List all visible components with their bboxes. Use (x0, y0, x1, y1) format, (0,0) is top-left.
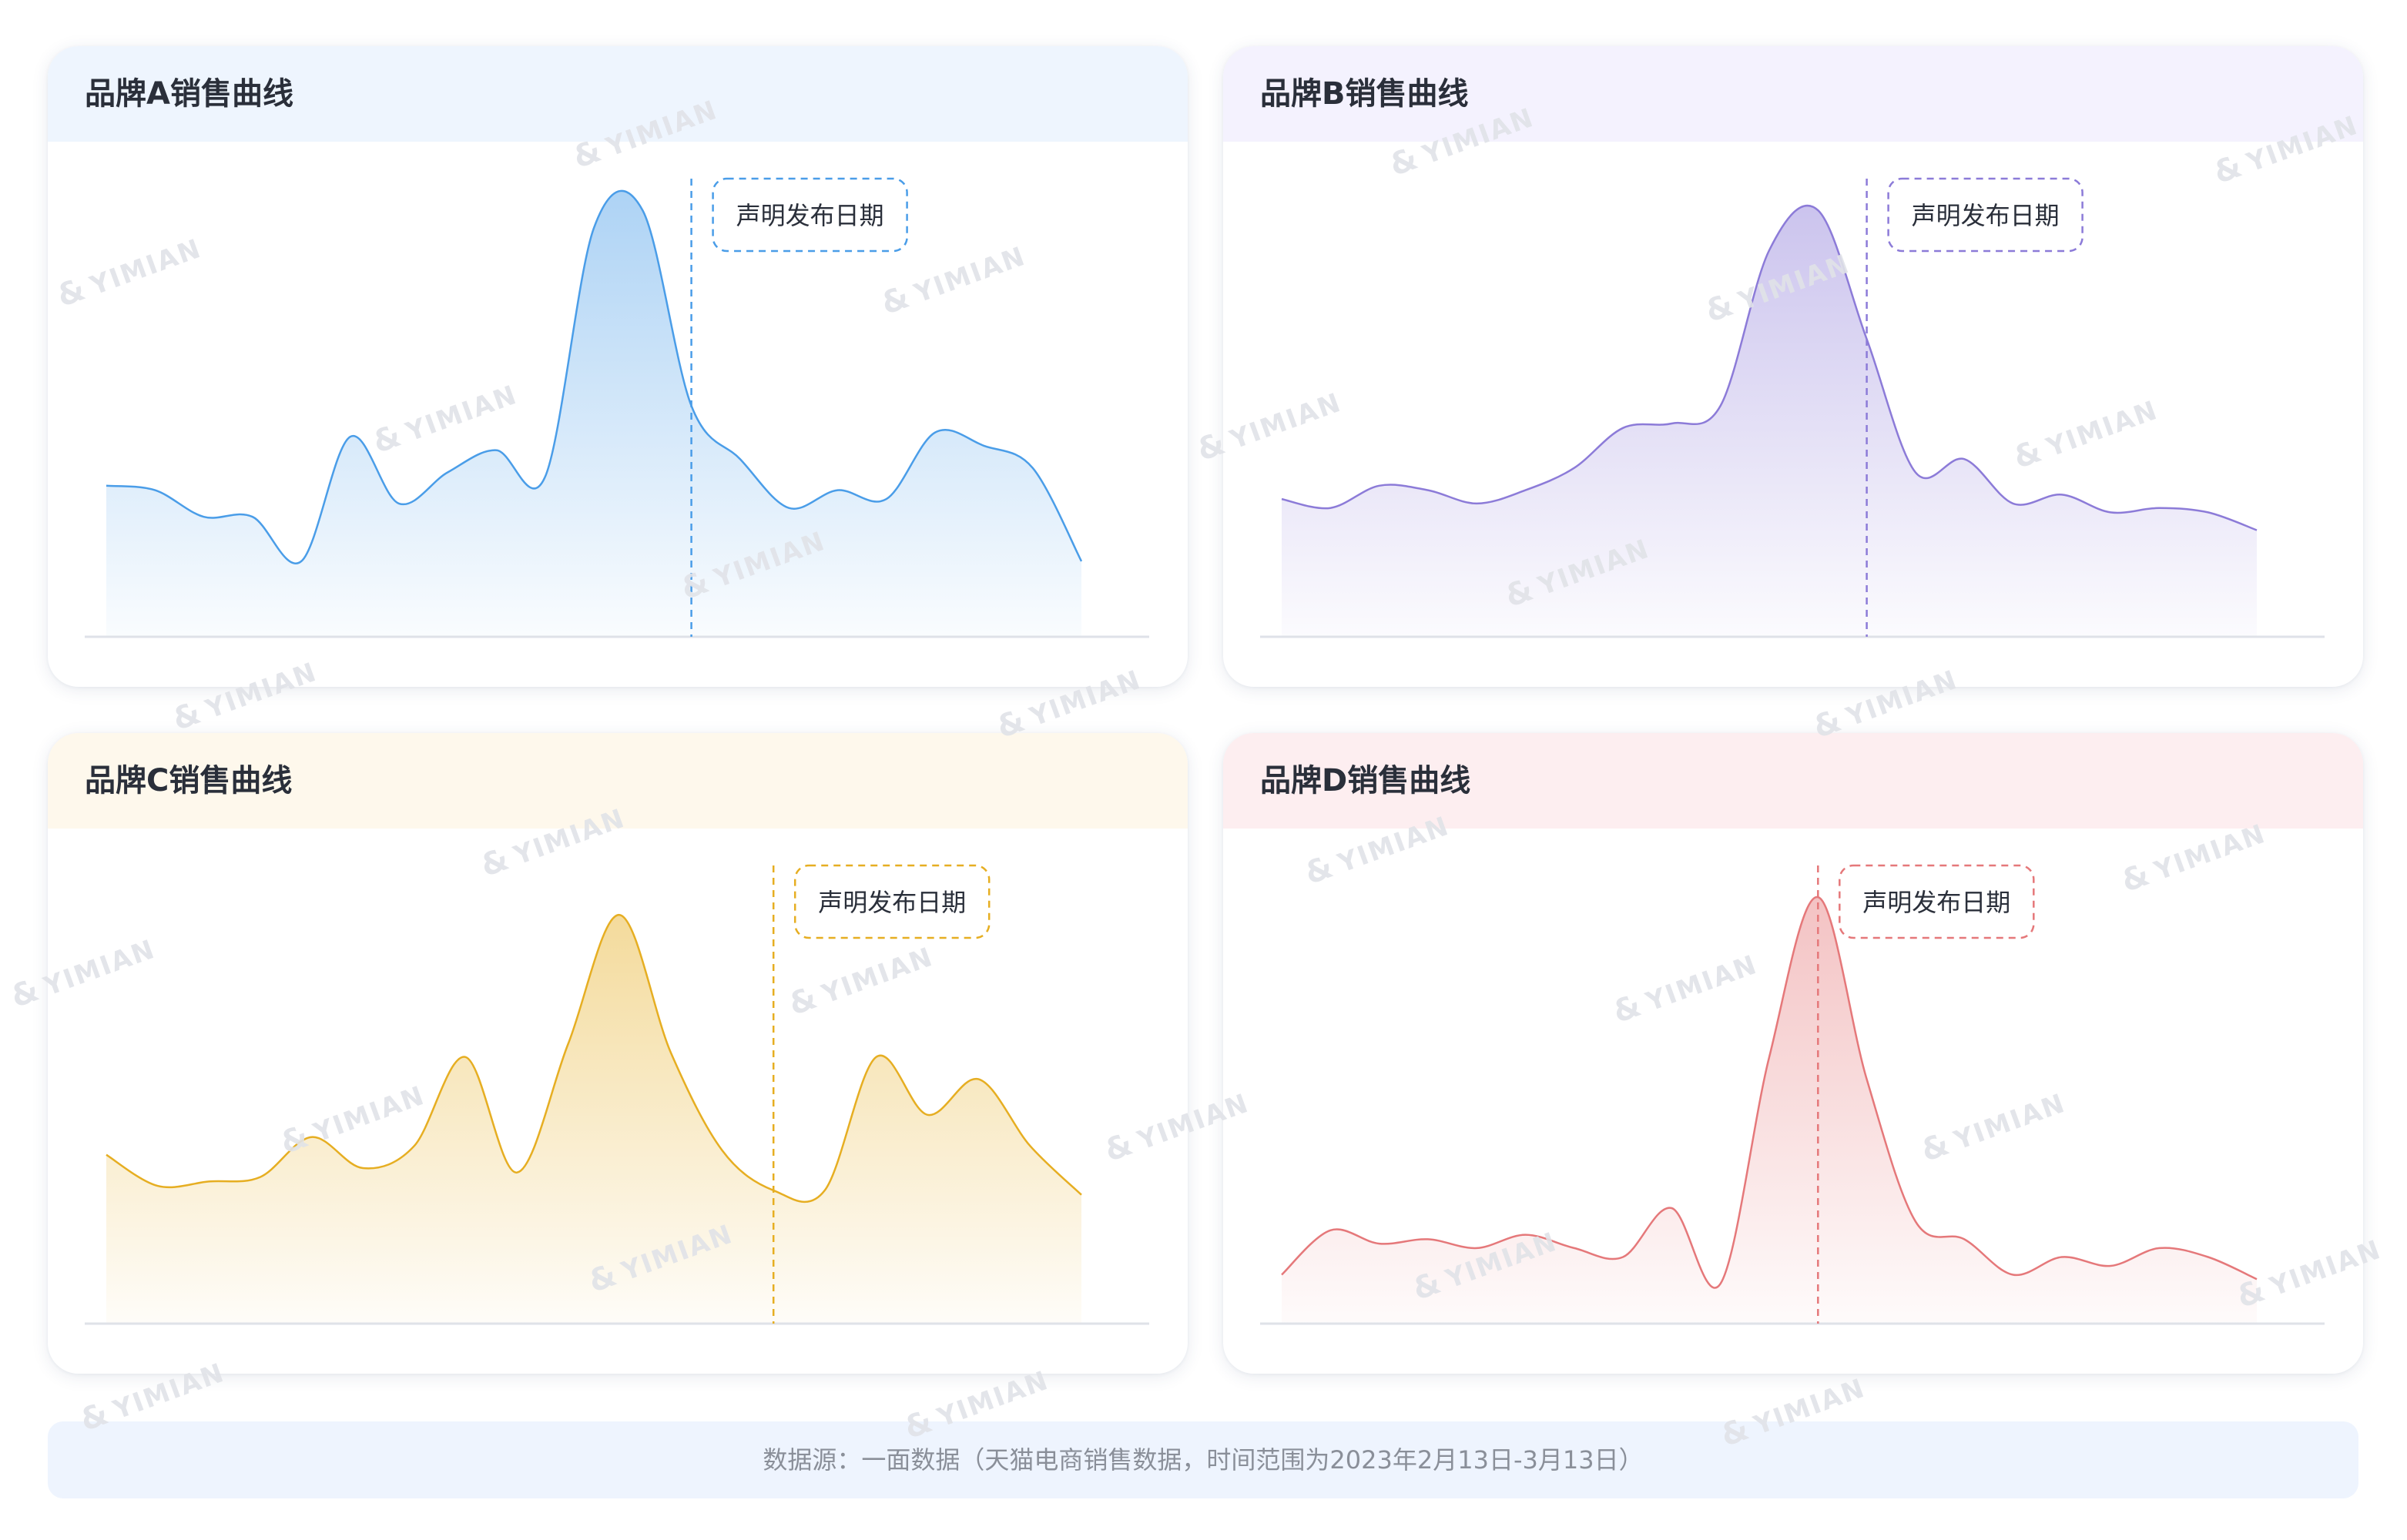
series-line (106, 913, 1082, 1204)
annotation-label: 声明发布日期 (736, 201, 884, 230)
data-source-footer: 数据源：一面数据（天猫电商销售数据，时间范围为2023年2月13日-3月13日） (48, 1421, 2358, 1498)
chart-svg: 声明发布日期 (85, 864, 1149, 1325)
chart-title: 品牌B销售曲线 (1260, 76, 1469, 112)
annotation-box (1887, 177, 2083, 253)
annotation-box (1839, 864, 2035, 939)
chart-title: 品牌C销售曲线 (85, 763, 293, 798)
series-line (1281, 896, 2258, 1289)
annotation-label: 声明发布日期 (1862, 888, 2010, 917)
chart-card-b: 品牌B销售曲线 声明发布日期 (1223, 46, 2363, 687)
annotation-label: 声明发布日期 (818, 888, 966, 917)
area-fill (106, 190, 1081, 637)
series-line (106, 189, 1083, 564)
chart-svg: 声明发布日期 (85, 177, 1149, 638)
card-header (48, 733, 1188, 829)
chart-card-a: 品牌A销售曲线 声明发布日期 (48, 46, 1188, 687)
annotation-label: 声明发布日期 (1912, 201, 2060, 230)
series-line (1281, 204, 2258, 531)
chart-card-c: 品牌C销售曲线 声明发布日期 (48, 733, 1188, 1374)
annotation-box (793, 864, 991, 939)
card-header (1223, 46, 2363, 142)
area-fill (1282, 896, 2257, 1324)
card-header (48, 46, 1188, 142)
area-fill (1282, 205, 2257, 638)
chart-svg: 声明发布日期 (1260, 864, 2325, 1325)
footer-text: 数据源：一面数据（天猫电商销售数据，时间范围为2023年2月13日-3月13日） (763, 1445, 1644, 1475)
chart-title: 品牌A销售曲线 (85, 76, 293, 112)
annotation-box (712, 177, 908, 253)
chart-title: 品牌D销售曲线 (1260, 763, 1471, 798)
card-header (1223, 733, 2363, 829)
area-fill (106, 915, 1081, 1324)
chart-svg: 声明发布日期 (1260, 177, 2325, 638)
chart-card-d: 品牌D销售曲线 声明发布日期 (1223, 733, 2363, 1374)
